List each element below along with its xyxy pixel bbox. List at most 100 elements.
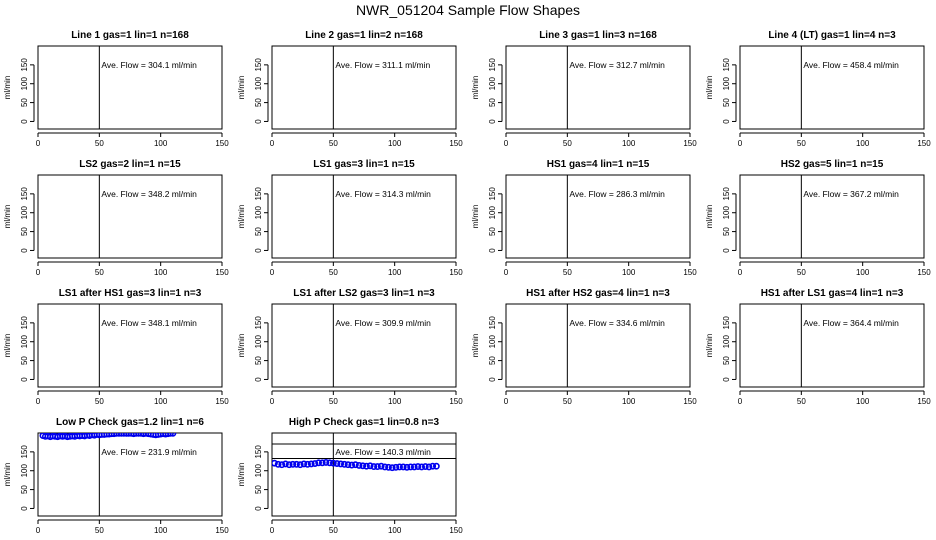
y-tick-label: 150 [254, 316, 263, 330]
y-axis-label: ml/min [237, 205, 246, 229]
x-tick-label: 150 [215, 268, 229, 277]
panel-12: HS1 after LS1 gas=4 lin=1 n=3 0 50 100 150 0 5… [705, 288, 931, 406]
plot-frame [505, 174, 691, 259]
y-tick-label: 0 [254, 119, 263, 124]
y-tick-label: 50 [722, 356, 731, 365]
y-axis-label: ml/min [3, 205, 12, 229]
y-axis-label: ml/min [471, 205, 480, 229]
x-tick-label: 50 [797, 268, 806, 277]
x-tick-label: 150 [683, 139, 697, 148]
y-tick-label: 50 [20, 356, 29, 365]
x-tick-label: 100 [856, 397, 870, 406]
y-tick-label: 0 [254, 377, 263, 382]
plot-frame [505, 45, 691, 130]
y-tick-label: 50 [254, 356, 263, 365]
x-tick-label: 0 [36, 268, 41, 277]
x-tick-label: 150 [449, 268, 463, 277]
y-tick-label: 150 [722, 58, 731, 72]
y-tick-label: 50 [254, 98, 263, 107]
panel-title: LS2 gas=2 lin=1 n=15 [79, 159, 181, 170]
y-tick-label: 100 [254, 335, 263, 349]
x-tick-label: 100 [622, 268, 636, 277]
y-tick-label: 50 [722, 98, 731, 107]
y-tick-label: 0 [20, 119, 29, 124]
y-tick-label: 50 [488, 356, 497, 365]
data-point [399, 463, 407, 471]
panel-title: HS1 after HS2 gas=4 lin=1 n=3 [526, 288, 670, 299]
x-tick-label: 50 [329, 268, 338, 277]
y-axis-label: ml/min [705, 205, 714, 229]
panel-title: LS1 after HS1 gas=3 lin=1 n=3 [59, 288, 202, 299]
y-tick-label: 50 [488, 98, 497, 107]
ave-flow-annotation: Ave. Flow = 314.3 ml/min [335, 189, 431, 199]
data-point [421, 463, 429, 470]
x-tick-label: 100 [388, 268, 402, 277]
data-point [429, 462, 437, 470]
plot-frame [271, 174, 457, 259]
plot-frame [37, 432, 223, 517]
panel-5: LS2 gas=2 lin=1 n=15 0 50 100 150 0 50 100 150 ml… [3, 159, 229, 277]
data-point [392, 463, 400, 471]
y-tick-label: 150 [488, 316, 497, 330]
y-tick-label: 0 [254, 248, 263, 253]
data-point [326, 459, 334, 467]
y-axis-label: ml/min [3, 76, 12, 100]
data-point [329, 459, 337, 467]
panel-title: HS1 after LS1 gas=4 lin=1 n=3 [761, 288, 904, 299]
data-point [403, 463, 411, 471]
x-tick-label: 100 [856, 268, 870, 277]
x-tick-label: 0 [270, 397, 275, 406]
y-tick-label: 100 [20, 464, 29, 478]
y-tick-label: 0 [488, 377, 497, 382]
x-tick-label: 0 [36, 139, 41, 148]
x-tick-label: 150 [683, 397, 697, 406]
data-point [311, 460, 319, 467]
x-tick-label: 50 [563, 268, 572, 277]
x-tick-label: 100 [388, 139, 402, 148]
data-point [363, 462, 370, 470]
panel-10: LS1 after LS2 gas=3 lin=1 n=3 0 50 100 150 0 5… [237, 288, 463, 406]
data-point [333, 460, 341, 467]
y-tick-label: 100 [488, 206, 497, 220]
plot-frame [505, 303, 691, 388]
y-tick-label: 150 [488, 187, 497, 201]
y-tick-label: 50 [488, 227, 497, 236]
x-tick-label: 150 [917, 268, 931, 277]
page-title: NWR_051204 Sample Flow Shapes [355, 2, 581, 18]
y-tick-label: 150 [722, 316, 731, 330]
panel-2: Line 2 gas=1 lin=2 n=168 0 50 100 150 0 50 100 1… [237, 30, 463, 148]
panel-title: LS1 gas=3 lin=1 n=15 [313, 159, 415, 170]
x-tick-label: 100 [154, 397, 168, 406]
plot-frame [739, 45, 925, 130]
y-tick-label: 50 [254, 227, 263, 236]
panel-8: HS2 gas=5 lin=1 n=15 0 50 100 150 0 50 100 150 ml… [705, 159, 931, 277]
y-axis-label: ml/min [705, 76, 714, 100]
y-tick-label: 100 [254, 206, 263, 220]
x-tick-label: 150 [917, 139, 931, 148]
y-tick-label: 100 [254, 77, 263, 91]
y-tick-label: 50 [20, 485, 29, 494]
x-tick-label: 50 [329, 397, 338, 406]
data-point [307, 460, 315, 468]
ave-flow-annotation: Ave. Flow = 364.4 ml/min [803, 318, 899, 328]
y-axis-label: ml/min [3, 334, 12, 358]
plot-frame [739, 174, 925, 259]
y-tick-label: 0 [722, 377, 731, 382]
x-tick-label: 100 [622, 397, 636, 406]
x-tick-label: 50 [563, 139, 572, 148]
plot-frame [37, 303, 223, 388]
x-tick-label: 150 [215, 526, 229, 535]
data-point [359, 462, 367, 470]
x-tick-label: 0 [738, 268, 743, 277]
y-axis-label: ml/min [237, 463, 246, 487]
plot-frame [739, 303, 925, 388]
data-point [370, 463, 378, 470]
x-tick-label: 100 [856, 139, 870, 148]
x-tick-label: 0 [504, 397, 509, 406]
x-tick-label: 50 [95, 268, 104, 277]
y-tick-label: 150 [254, 58, 263, 72]
y-tick-label: 0 [254, 506, 263, 511]
y-tick-label: 150 [722, 187, 731, 201]
y-axis-label: ml/min [3, 463, 12, 487]
